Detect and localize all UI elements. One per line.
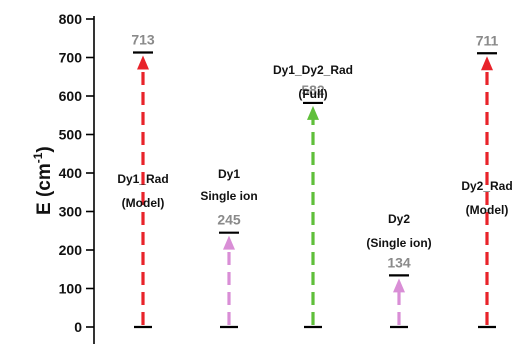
y-axis-title-end: ) (34, 146, 55, 152)
energy-levels: 713 Dy1_Rad (Model) 245 Dy1 Single ion 582 Dy1_… (117, 31, 513, 329)
y-axis-title: E (cm-1) (31, 146, 55, 215)
energy-level: 582 Dy1_Dy2_Rad (Full) (273, 63, 353, 329)
value-label: 711 (476, 32, 499, 48)
transition-arrow-head (223, 235, 235, 250)
transition-arrow-head (137, 55, 149, 70)
level-annotation: Single ion (200, 189, 257, 203)
y-ticks: 0 100 200 300 400 500 600 700 800 (59, 11, 94, 335)
level-annotation: Dy1 (218, 167, 240, 181)
y-axis-title-main: E (cm (34, 163, 55, 215)
y-tick-label: 400 (59, 165, 83, 181)
value-label: 134 (387, 254, 411, 270)
level-annotation: Dy1_Rad (117, 172, 168, 186)
energy-level: 711 Dy2_Rad (Model) (461, 32, 513, 329)
value-label: 713 (131, 31, 155, 47)
level-annotation: (Model) (122, 196, 165, 210)
transition-arrow-head (393, 278, 405, 293)
level-annotation: (Full) (298, 87, 327, 101)
energy-level: 713 Dy1_Rad (Model) (117, 31, 169, 329)
y-tick-label: 800 (59, 11, 83, 27)
level-annotation: Dy1_Dy2_Rad (273, 63, 353, 77)
y-axis: 0 100 200 300 400 500 600 700 800 (59, 11, 95, 344)
y-tick-label: 600 (59, 88, 83, 104)
level-annotation: (Single ion) (366, 236, 431, 250)
transition-arrow-head (481, 56, 493, 71)
y-tick-label: 0 (74, 319, 82, 335)
y-tick-label: 300 (59, 204, 83, 220)
transition-arrow-head (307, 105, 319, 120)
y-tick-label: 100 (59, 281, 83, 297)
y-tick-label: 200 (59, 242, 83, 258)
level-annotation: Dy2 (388, 212, 410, 226)
energy-level: 245 Dy1 Single ion (200, 167, 258, 329)
y-axis-title-sup: -1 (31, 152, 45, 163)
level-annotation: Dy2_Rad (461, 179, 512, 193)
value-label: 582 (301, 82, 325, 98)
y-tick-label: 700 (59, 50, 83, 66)
level-annotation: (Model) (466, 203, 509, 217)
y-tick-label: 500 (59, 127, 83, 143)
value-label: 245 (217, 212, 241, 228)
energy-level: 134 Dy2 (Single ion) (366, 212, 432, 329)
